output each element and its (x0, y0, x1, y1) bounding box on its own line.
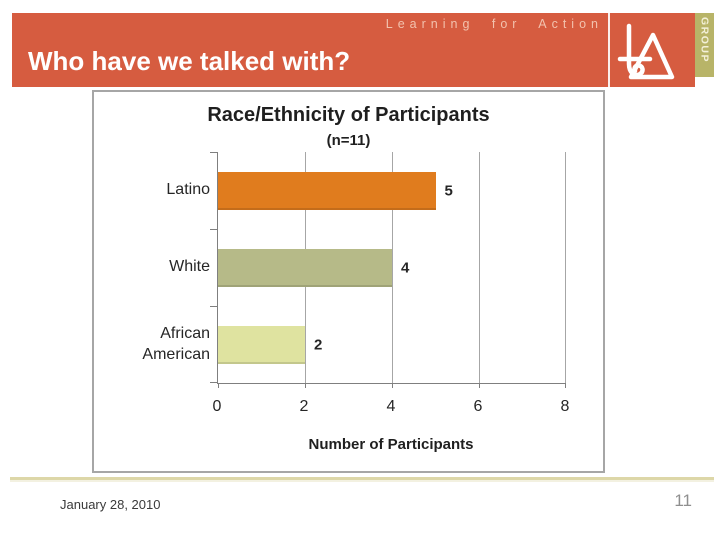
gridline (392, 152, 393, 383)
bar-white (218, 248, 392, 287)
x-axis-tick (479, 383, 480, 388)
data-label-white: 4 (401, 259, 410, 276)
group-label: GROUP (698, 17, 711, 64)
category-axis-tick (210, 229, 218, 230)
category-axis-tick (210, 306, 218, 307)
group-strip: GROUP (695, 13, 714, 77)
header-divider (608, 13, 610, 87)
category-label: African American (142, 324, 210, 363)
data-label-african-american: 2 (314, 336, 323, 353)
x-axis-tick (392, 383, 393, 388)
gridline (479, 152, 480, 383)
header-band: Learning for Action Who have we talked w… (12, 13, 695, 87)
x-axis-tick (565, 383, 566, 388)
bar-african-american (218, 325, 305, 364)
data-label-latino: 5 (444, 182, 453, 199)
chart: Race/Ethnicity of Participants (n=11) 5 4… (92, 90, 605, 473)
lfa-logo-icon (614, 23, 678, 88)
x-tick-label: 6 (473, 398, 483, 415)
footer-date: January 28, 2010 (60, 497, 161, 512)
x-tick-label: 0 (212, 398, 222, 415)
category-label: White (169, 258, 210, 276)
x-tick-label: 4 (386, 398, 396, 415)
x-axis-tick-labels: 0 2 4 6 8 (213, 398, 570, 418)
plot-area: 5 4 2 (210, 152, 566, 388)
page-number: 11 (674, 491, 692, 510)
category-axis-tick (210, 382, 218, 383)
gridline (565, 152, 566, 383)
x-axis-title: Number of Participants (308, 436, 474, 453)
x-tick-label: 8 (560, 398, 570, 415)
category-axis-labels: Latino White African American (96, 152, 210, 383)
category-label: Latino (166, 181, 210, 199)
x-tick-label: 2 (299, 398, 309, 415)
brand-text: Learning for Action (385, 17, 603, 31)
chart-subtitle: (n=11) (326, 132, 371, 149)
chart-title: Race/Ethnicity of Participants (207, 104, 490, 126)
bar-latino (218, 171, 436, 210)
x-axis-tick (218, 383, 219, 388)
category-axis-tick (210, 152, 218, 153)
x-axis-tick (305, 383, 306, 388)
page-title: Who have we talked with? (28, 46, 351, 76)
footer-divider (10, 477, 714, 480)
